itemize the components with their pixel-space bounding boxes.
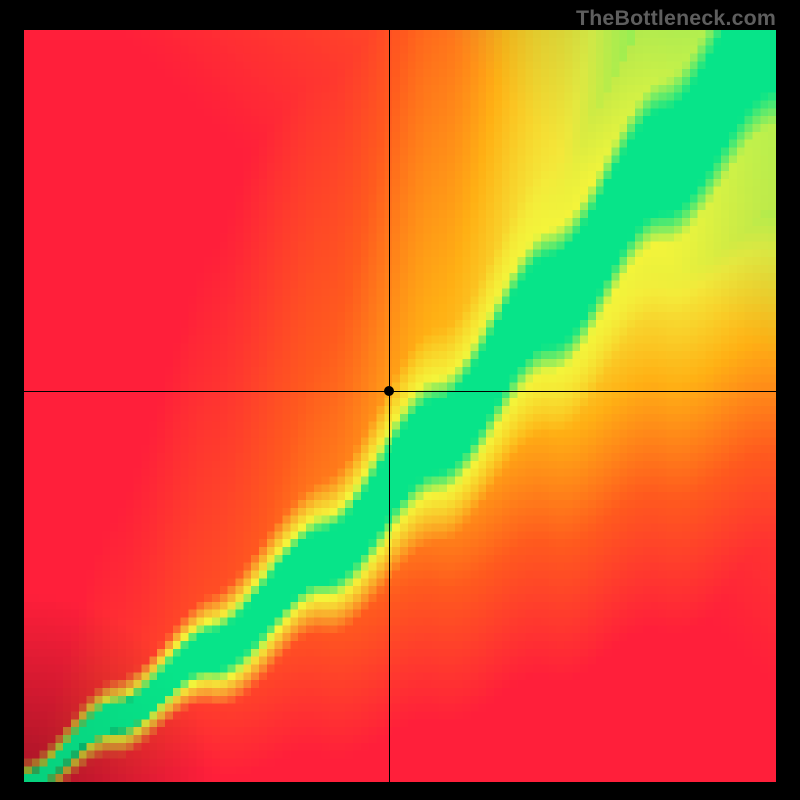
heatmap-plot <box>24 30 776 782</box>
crosshair-horizontal <box>24 391 776 392</box>
heatmap-canvas <box>24 30 776 782</box>
marker-point <box>384 386 394 396</box>
page-root: TheBottleneck.com <box>0 0 800 800</box>
watermark-text: TheBottleneck.com <box>576 6 776 31</box>
crosshair-vertical <box>389 30 390 782</box>
